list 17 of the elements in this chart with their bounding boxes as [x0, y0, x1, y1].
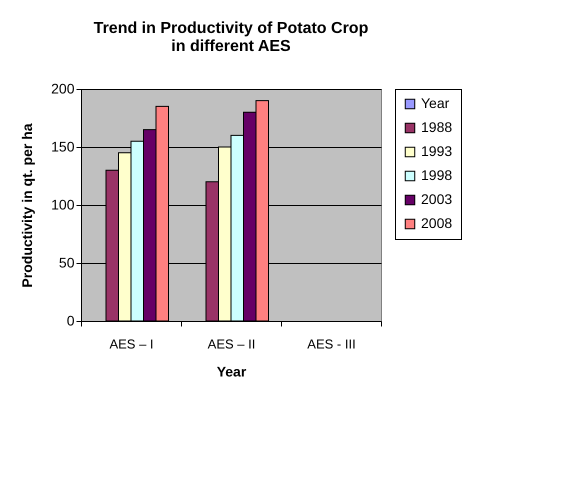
y-tick-label: 150 — [51, 138, 75, 154]
legend-label: 2008 — [421, 215, 452, 231]
legend-label: 1988 — [421, 119, 452, 135]
x-tick-label: AES – I — [109, 336, 154, 352]
legend-label: 1998 — [421, 167, 452, 183]
x-tick-label: AES - III — [307, 336, 356, 352]
legend-label: 1993 — [421, 143, 452, 159]
x-axis-title: Year — [216, 364, 247, 380]
legend-label: Year — [421, 95, 450, 111]
y-tick-label: 0 — [66, 312, 75, 328]
y-tick-label: 50 — [58, 254, 75, 270]
y-axis-title: Productivity in qt. per ha — [19, 123, 36, 288]
x-tick-label: AES – II — [208, 336, 256, 352]
y-tick-label: 100 — [51, 196, 75, 212]
legend-label: 2003 — [421, 191, 452, 207]
chart-title: Trend in Productivity of Potato Crop in different AES — [94, 20, 369, 55]
y-tick-label: 200 — [51, 80, 75, 96]
